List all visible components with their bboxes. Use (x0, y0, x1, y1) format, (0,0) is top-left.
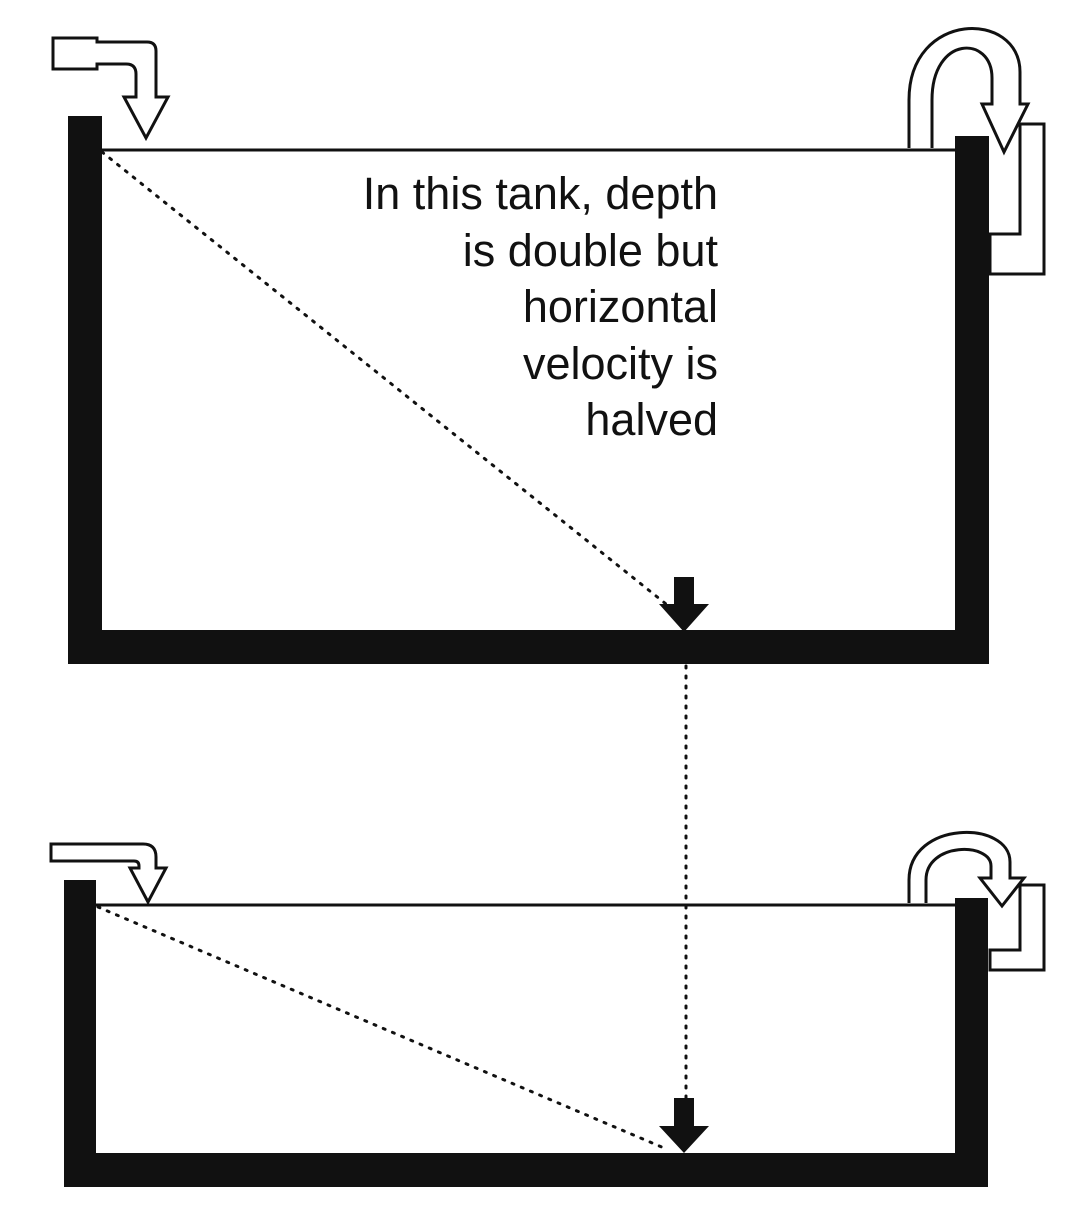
deep-tank (51, 27, 1046, 664)
deep-tank-outlet-channel (988, 122, 1046, 276)
outlet-loop-arrow-icon (907, 830, 1028, 909)
shallow-tank-outlet-channel (988, 883, 1046, 972)
settling-down-arrow-icon (659, 1098, 709, 1153)
deep-tank-right-wall (955, 136, 989, 664)
shallow-tank-floor (64, 1153, 988, 1187)
shallow-tank-particle-path (96, 905, 666, 1150)
shallow-tank-right-wall (955, 898, 988, 1187)
settling-down-arrow-icon (659, 577, 709, 632)
shallow-tank (49, 830, 1046, 1187)
deep-tank-left-wall (68, 116, 102, 664)
inlet-bent-arrow-icon (49, 842, 169, 906)
deep-tank-floor (68, 630, 989, 664)
outlet-loop-arrow-icon (907, 27, 1031, 156)
shallow-tank-left-wall (64, 880, 96, 1187)
deep-tank-particle-path (100, 150, 668, 606)
deep-tank-caption: In this tank, depth is double but horizo… (362, 168, 718, 445)
inlet-bent-arrow-icon (51, 36, 171, 142)
